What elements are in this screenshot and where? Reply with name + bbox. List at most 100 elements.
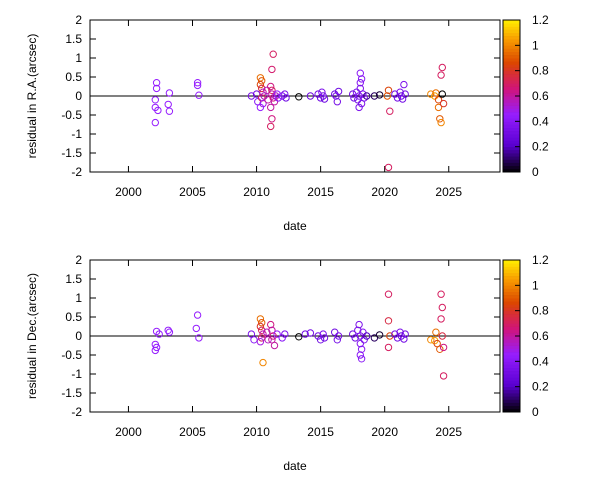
panel1-colorbar-stripe [503, 64, 520, 68]
panel2-ytick-label: -0.5 [61, 348, 82, 362]
panel2-colorbar-stripe [503, 323, 520, 327]
panel1-colorbar-stripe [503, 92, 520, 97]
panel2-ytick-label: 0 [75, 329, 82, 343]
panel2-colorbar-stripe [503, 336, 520, 340]
panel1-colorbar-stripe [503, 146, 520, 151]
panel1-colorbar-stripe [503, 73, 520, 78]
panel1-data-point [273, 90, 281, 98]
panel2-data-point [437, 315, 445, 323]
panel2-colorbar-label: 0.2 [532, 380, 549, 394]
panel1-data-point [356, 69, 364, 77]
panel2-data-point [295, 333, 303, 341]
panel1-colorbar-stripe [503, 51, 520, 56]
panel2-data-point [386, 332, 394, 340]
panel2-colorbar-stripe [503, 355, 520, 359]
panel1-colorbar-stripe [503, 61, 520, 65]
panel2-data-point [391, 330, 399, 338]
panel1-data-point [314, 90, 322, 98]
panel1-data-point [151, 96, 160, 104]
panel1-data-point [269, 50, 277, 58]
panel1-data-point [193, 79, 202, 87]
panel2-colorbar-stripe [503, 320, 520, 324]
panel2-colorbar-stripe [503, 380, 520, 384]
panel1-data-point [375, 91, 384, 99]
panel1-data-point [263, 86, 271, 95]
panel2-colorbar-stripe [503, 272, 520, 277]
panel1-colorbar-stripe [503, 124, 520, 129]
panel2-colorbar-stripe [503, 396, 520, 400]
panel2-data-point [306, 329, 315, 337]
panel1-data-point [434, 96, 443, 104]
panel1-colorbar-stripe [503, 105, 520, 110]
panel1-y-axis-title: residual in R.A.(arcsec) [25, 34, 39, 159]
panel1-colorbar-stripe [503, 42, 520, 46]
panel2-data-point [267, 320, 275, 329]
panel1-colorbar-stripe [503, 153, 520, 157]
panel2-colorbar-stripe [503, 275, 520, 280]
panel2-data-point [400, 335, 408, 343]
panel2-colorbar-stripe [503, 317, 520, 321]
panel2-colorbar-stripe [503, 393, 520, 397]
panel1-colorbar-stripe [503, 89, 520, 94]
panel1-ytick-label: 1 [75, 51, 82, 65]
panel1-data-point [434, 103, 443, 112]
panel1-ytick-label: -1 [71, 127, 82, 141]
panel2-colorbar-stripe [503, 364, 520, 369]
panel1-colorbar-stripe [503, 130, 520, 135]
panel1-colorbar-stripe [503, 23, 520, 27]
panel2-data-point [349, 330, 357, 338]
panel2-data-point [319, 330, 327, 338]
panel1-colorbar-stripe [503, 134, 520, 138]
panel1-colorbar-stripe [503, 165, 520, 170]
panel2-colorbar-stripe [503, 367, 520, 372]
panel2-data-point [396, 328, 404, 336]
panel1-data-point [349, 90, 357, 98]
panel1-data-point [164, 100, 172, 109]
panel1-xtick-label: 2020 [371, 185, 398, 199]
panel2-data-point [269, 332, 277, 340]
panel2-data-point [273, 330, 281, 338]
panel2-data-point [155, 330, 163, 338]
panel1-colorbar-label: 0.2 [532, 140, 549, 154]
panel1-data-point [151, 118, 160, 127]
panel1-data-point [295, 93, 303, 101]
panel1-data-point [274, 94, 282, 102]
panel1-data-point [334, 87, 343, 96]
panel2-data-point [263, 328, 271, 336]
panel1-colorbar-stripe [503, 77, 520, 81]
panel2-data-point [436, 345, 444, 353]
panel2-colorbar-stripe [503, 304, 520, 308]
panel1-colorbar-label: 1 [532, 38, 539, 52]
panel1-xtick-label: 2010 [243, 185, 270, 199]
panel2-colorbar-stripe [503, 269, 520, 274]
panel2-data-point [165, 328, 174, 336]
panel2-colorbar-stripe [503, 405, 520, 410]
panel1-data-point [438, 63, 446, 72]
panel2-data-point [195, 334, 203, 342]
panel2-colorbar-stripe [503, 339, 520, 343]
panel1-data-point [438, 90, 446, 98]
panel2-data-point [258, 319, 266, 327]
panel1-data-point [306, 92, 315, 100]
panel2-data-point [334, 332, 343, 340]
panel2-colorbar-stripe [503, 298, 520, 302]
panel1-colorbar-stripe [503, 58, 520, 62]
panel1-data-point [264, 96, 272, 104]
panel1-colorbar-stripe [503, 26, 520, 30]
panel1-data-point [437, 71, 445, 79]
panel2-xtick-label: 2015 [307, 425, 334, 439]
panel1-colorbar-stripe [503, 162, 520, 167]
panel2-data-point [333, 336, 341, 344]
panel2-data-point [356, 351, 364, 359]
panel2-data-point [314, 332, 322, 340]
panel1-colorbar-stripe [503, 70, 520, 75]
panel2-data-point [256, 322, 265, 331]
panel1-data-point [258, 84, 266, 93]
panel2-data-point [439, 372, 448, 380]
panel1-data-point [268, 90, 276, 98]
panel1-colorbar-stripe [503, 127, 520, 132]
panel2-xtick-label: 2010 [243, 425, 270, 439]
panel2-colorbar-stripe [503, 329, 520, 334]
panel2-data-point [151, 346, 160, 355]
